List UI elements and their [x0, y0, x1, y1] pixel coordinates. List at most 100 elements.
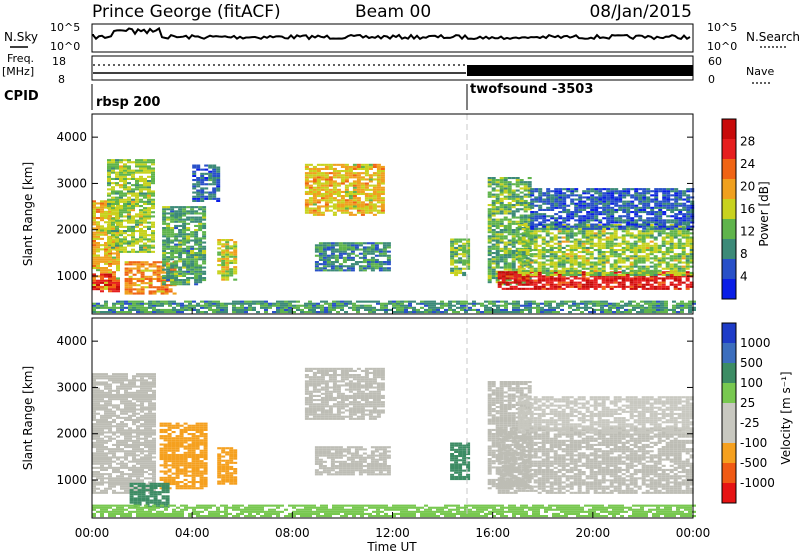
scatter-cell [503, 181, 508, 184]
scatter-cell [338, 269, 343, 272]
scatter-cell [519, 247, 524, 250]
scatter-cell [166, 229, 171, 232]
scatter-cell [577, 277, 582, 280]
scatter-cell [589, 283, 594, 286]
scatter-cell [606, 223, 611, 226]
scatter-cell [196, 189, 201, 192]
scatter-cell [529, 259, 534, 262]
scatter-cell [638, 188, 643, 191]
scatter-cell [454, 238, 459, 241]
scatter-cell [356, 172, 361, 175]
scatter-cell [569, 285, 574, 288]
scatter-cell [232, 302, 236, 305]
scatter-cell [354, 263, 359, 266]
scatter-cell [312, 203, 317, 206]
scatter-cell [606, 204, 611, 207]
scatter-cell [677, 230, 682, 233]
scatter-cell [107, 159, 111, 162]
scatter-cell [162, 241, 167, 244]
scatter-cell [135, 219, 139, 222]
scatter-cell [598, 227, 603, 230]
scatter-cell [466, 246, 471, 249]
scatter-cell [495, 224, 500, 227]
scatter-cell [100, 244, 104, 247]
scatter-cell [108, 269, 112, 272]
scatter-cell [356, 178, 361, 181]
scatter-cell [616, 304, 620, 307]
scatter-cell [170, 281, 175, 284]
scatter-cell [202, 279, 207, 282]
scatter-cell [208, 193, 213, 196]
scatter-cell [565, 226, 570, 229]
scatter-cell [348, 205, 353, 208]
scatter-cell [316, 311, 320, 314]
scatter-cell [625, 265, 630, 268]
scatter-cell [569, 267, 574, 270]
scatter-cell [128, 292, 133, 295]
scatter-cell [674, 196, 679, 199]
scatter-cell [542, 215, 547, 218]
scatter-cell [606, 202, 611, 205]
scatter-cell [525, 234, 530, 237]
scatter-cell [190, 260, 195, 263]
scatter-cell [540, 311, 544, 314]
scatter-cell [653, 242, 658, 245]
scatter-cell [629, 277, 634, 280]
scatter-cell [515, 220, 520, 223]
scatter-cell [584, 302, 588, 305]
scatter-cell [135, 205, 139, 208]
scatter-cell [182, 237, 187, 240]
scatter-cell [491, 266, 496, 269]
scatter-cell [119, 246, 123, 249]
scatter-cell [487, 216, 492, 219]
scatter-cell [116, 277, 120, 280]
scatter-cell [601, 234, 606, 237]
scatter-cell [136, 280, 141, 283]
scatter-cell [529, 230, 534, 233]
scatter-cell [420, 300, 424, 303]
scatter-cell [151, 236, 155, 239]
scatter-cell [143, 165, 147, 168]
scatter-cell [466, 240, 471, 243]
scatter-cell [640, 300, 644, 303]
scatter-cell [581, 244, 586, 247]
scatter-cell [123, 173, 127, 176]
scatter-cell [549, 226, 554, 229]
scatter-cell [396, 304, 400, 307]
scatter-cell [593, 283, 598, 286]
scatter-cell [562, 211, 567, 214]
scatter-cell [346, 269, 351, 272]
scatter-cell [144, 275, 149, 278]
scatter-cell [200, 300, 204, 303]
scatter-cell [151, 230, 155, 233]
scatter-cell [176, 311, 180, 314]
scatter-cell [609, 277, 614, 280]
scatter-cell [524, 306, 528, 309]
scatter-cell [497, 275, 502, 278]
scatter-cell [372, 172, 377, 175]
scatter-cell [248, 304, 252, 307]
scatter-cell [368, 199, 373, 202]
scatter-cell [360, 188, 365, 191]
scatter-cell [370, 252, 375, 255]
scatter-cell [642, 223, 647, 226]
scatter-cell [232, 300, 236, 303]
scatter-cell [641, 257, 646, 260]
scatter-cell [143, 215, 147, 218]
scatter-cell [368, 176, 373, 179]
scatter-cell [681, 230, 686, 233]
scatter-cell [132, 300, 136, 303]
scatter-cell [673, 265, 678, 268]
scatter-cell [542, 202, 547, 205]
scatter-cell [127, 205, 131, 208]
scatter-cell [573, 277, 578, 280]
scatter-cell [648, 306, 652, 309]
scatter-cell [340, 199, 345, 202]
scatter-cell [638, 208, 643, 211]
scatter-cell [462, 255, 467, 258]
scatter-cell [178, 260, 183, 263]
scatter-cell [400, 308, 404, 311]
scatter-cell [495, 193, 500, 196]
scatter-cell [666, 188, 671, 191]
scatter-cell [682, 208, 687, 211]
